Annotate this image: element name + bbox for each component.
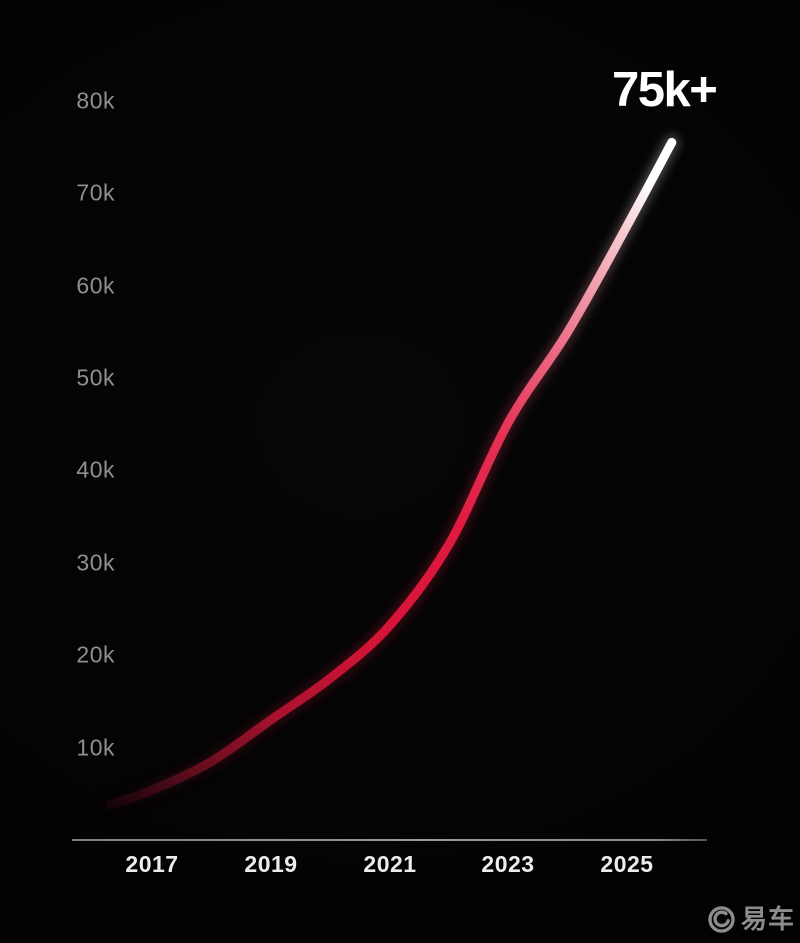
x-axis-line: [72, 839, 707, 841]
y-tick-10k: 10k: [76, 734, 115, 761]
y-tick-40k: 40k: [76, 456, 115, 483]
x-tick-2017: 2017: [125, 851, 179, 877]
y-tick-60k: 60k: [76, 272, 115, 299]
y-tick-70k: 70k: [76, 179, 115, 206]
x-tick-2021: 2021: [363, 851, 417, 877]
y-tick-30k: 30k: [76, 549, 115, 576]
y-tick-20k: 20k: [76, 641, 115, 668]
y-tick-50k: 50k: [76, 364, 115, 391]
yiche-logo-icon: [708, 905, 735, 933]
growth-curve-glow: [102, 134, 680, 813]
peak-value-label: 75k+: [612, 63, 718, 117]
watermark: 易车: [707, 902, 795, 936]
x-tick-2025: 2025: [600, 851, 654, 877]
watermark-label: 易车: [740, 903, 795, 934]
y-tick-80k: 80k: [76, 87, 115, 114]
x-tick-2023: 2023: [481, 851, 535, 877]
x-tick-2019: 2019: [244, 851, 298, 877]
growth-curve: [105, 137, 677, 810]
